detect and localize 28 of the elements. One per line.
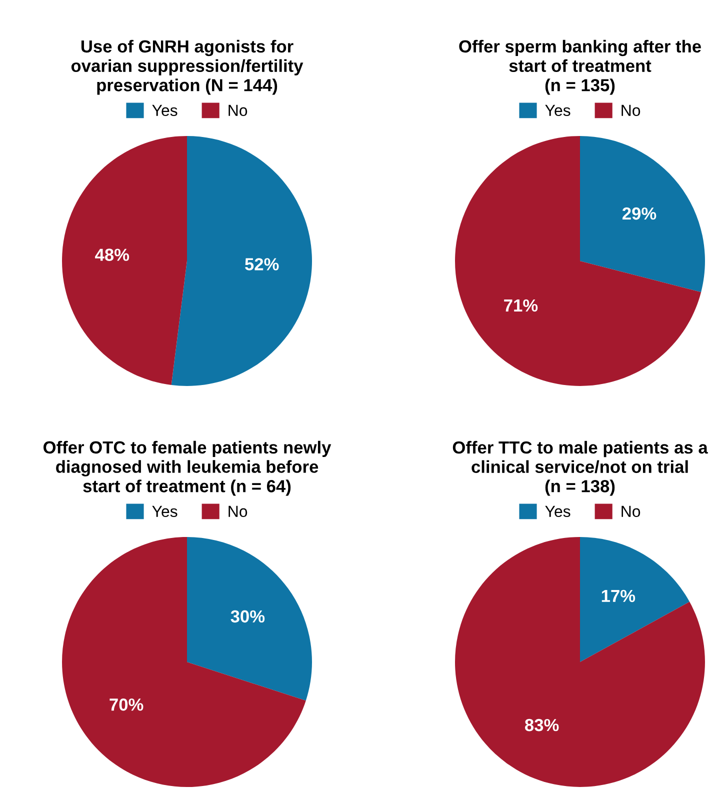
chart-title: Offer OTC to female patients newly diagnosed with leukemia before start of treatment (n = 64) (44, 440, 332, 496)
pie-slice (580, 537, 690, 662)
chart-title: Offer sperm banking after the start of treatment (n = 135) (459, 40, 701, 95)
legend-label: No (228, 104, 248, 116)
pie-slice (187, 537, 312, 701)
legend-label: Yes (152, 506, 178, 518)
chart-title: Use of GNRH agonists for ovarian suppression/fertility preservation (N = 144) (71, 40, 304, 95)
data-label: 48% (95, 248, 130, 261)
pie-slice (171, 136, 312, 386)
legend-label: No (228, 506, 248, 518)
data-label: 30% (230, 610, 265, 623)
data-label: 71% (504, 299, 538, 312)
pie-slice (62, 537, 306, 787)
legend-label: Yes (152, 104, 178, 116)
data-label: 83% (525, 718, 559, 732)
data-label: 70% (110, 698, 144, 711)
data-label: 52% (245, 258, 279, 270)
pie-slice (455, 136, 702, 386)
pie-slice (62, 136, 187, 386)
legend-label: Yes (545, 104, 570, 116)
legend-label: No (622, 506, 640, 518)
pie-slice (580, 136, 705, 292)
data-label: 29% (622, 207, 656, 220)
data-label: 17% (602, 590, 636, 602)
legend-label: Yes (545, 506, 570, 518)
chart-title: Offer TTC to male patients as a clinical service/not on trial (n = 138) (452, 440, 708, 496)
pie-slice (455, 537, 705, 787)
legend-label: No (622, 104, 640, 116)
